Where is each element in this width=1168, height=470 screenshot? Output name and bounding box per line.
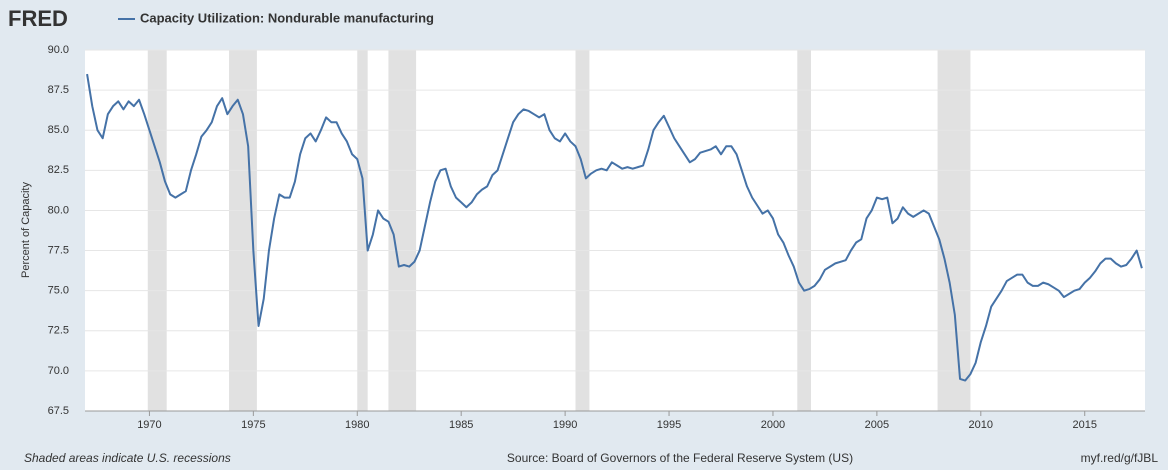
chart-title: Capacity Utilization: Nondurable manufac… bbox=[140, 10, 434, 25]
y-tick-label: 67.5 bbox=[48, 405, 69, 417]
y-tick-label: 87.5 bbox=[48, 84, 69, 96]
recession-band bbox=[147, 50, 167, 411]
x-tick-label: 2015 bbox=[1072, 419, 1096, 431]
data-line bbox=[86, 73, 1143, 382]
x-tick-label: 1995 bbox=[657, 419, 681, 431]
recession-band bbox=[797, 50, 811, 411]
y-tick-label: 72.5 bbox=[48, 325, 69, 337]
x-tick-label: 1985 bbox=[449, 419, 473, 431]
x-tick-label: 2010 bbox=[969, 419, 993, 431]
y-tick-label: 90.0 bbox=[48, 44, 69, 56]
y-tick-label: 82.5 bbox=[48, 164, 69, 176]
x-tick-label: 1980 bbox=[345, 419, 369, 431]
link[interactable]: myf.red/g/fJBL bbox=[1081, 451, 1159, 465]
x-tick-label: 2005 bbox=[865, 419, 889, 431]
recession-band bbox=[357, 50, 368, 411]
recession-band bbox=[937, 50, 971, 411]
x-tick-label: 1975 bbox=[241, 419, 265, 431]
source: Source: Board of Governors of the Federa… bbox=[507, 451, 853, 465]
x-tick-label: 1990 bbox=[553, 419, 577, 431]
y-tick-label: 77.5 bbox=[48, 244, 69, 256]
recession-note: Shaded areas indicate U.S. recessions bbox=[24, 451, 231, 465]
x-tick-label: 2000 bbox=[761, 419, 785, 431]
y-tick-label: 75.0 bbox=[48, 285, 69, 297]
y-axis-label: Percent of Capacity bbox=[20, 182, 32, 278]
y-tick-label: 70.0 bbox=[48, 365, 69, 377]
recession-band bbox=[575, 50, 590, 411]
y-tick-label: 80.0 bbox=[48, 204, 69, 216]
x-tick-label: 1970 bbox=[137, 419, 161, 431]
logo: FRED bbox=[8, 6, 68, 31]
y-tick-label: 85.0 bbox=[48, 124, 69, 136]
